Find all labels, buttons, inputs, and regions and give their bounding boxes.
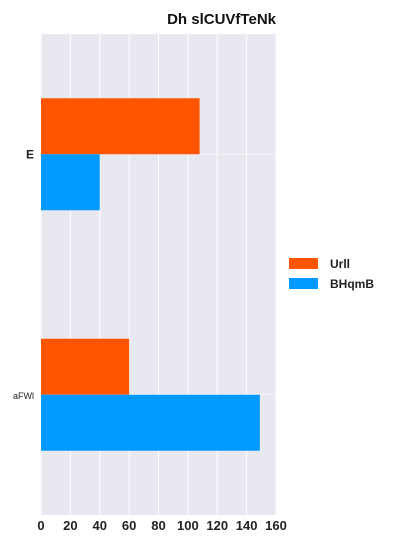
legend-swatch [289, 258, 318, 269]
x-tick-label: 80 [151, 518, 165, 533]
legend-swatch [289, 278, 318, 289]
bar-Urll-E [41, 98, 200, 155]
legend-label: Urll [330, 257, 350, 271]
x-tick-label: 160 [265, 518, 287, 533]
bar-BHqmB-aFWl [41, 394, 260, 451]
chart-title: Dh slCUVfTeNk [167, 11, 277, 28]
bar-Urll-aFWl [41, 338, 130, 395]
legend-label: BHqmB [330, 277, 374, 291]
x-tick-label: 0 [37, 518, 44, 533]
x-tick-label: 20 [63, 518, 77, 533]
x-tick-label: 40 [93, 518, 107, 533]
bar-BHqmB-E [41, 154, 100, 211]
x-tick-label: 60 [122, 518, 136, 533]
legend: Urll BHqmB [289, 257, 374, 291]
x-tick-label: 120 [206, 518, 228, 533]
category-label: E [26, 147, 34, 161]
x-tick-label: 100 [177, 518, 199, 533]
x-tick-labels: 0 20 40 60 80 100 120 140 160 [37, 518, 286, 533]
category-label: aFWl [13, 391, 34, 401]
bars [41, 98, 260, 451]
x-tick-label: 140 [236, 518, 258, 533]
